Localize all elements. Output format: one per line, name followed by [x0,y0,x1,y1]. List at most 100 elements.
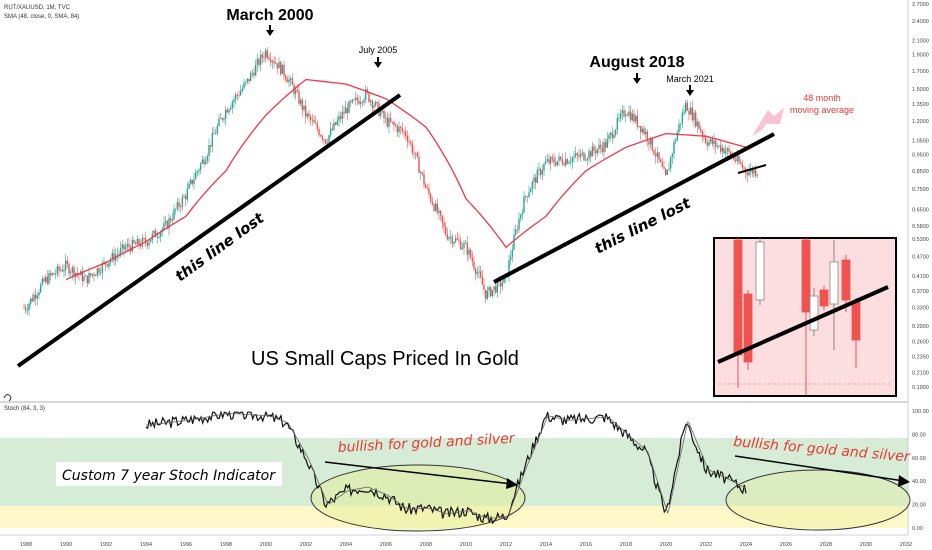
candle-body [188,183,190,189]
candle-body [608,135,610,139]
candle-body [379,112,382,116]
candle-body [134,243,137,245]
candle-body [523,196,525,213]
candle-body [366,89,369,93]
candle-body [591,146,594,157]
candle-body [381,110,384,113]
candle-body [399,126,402,128]
candle-body [431,201,434,205]
candle-body [579,153,582,157]
candle-body [556,160,559,166]
candle-body [393,121,395,125]
inset-candle-body [733,239,743,356]
time-tick-label: 2014 [540,542,552,548]
time-tick-label: 2002 [300,542,312,548]
candle-body [333,122,335,130]
candle-body [518,218,520,230]
candle-body [609,132,612,136]
inset-candle-body [755,241,765,301]
candle-body [331,128,334,130]
candle-body [408,141,410,143]
candle-body [461,247,464,250]
price-tick-label: 1.5000 [912,87,929,93]
candle-body [229,107,232,110]
candle-body [561,159,564,164]
candle-body [221,118,224,120]
candle-body [623,110,625,117]
candle-body [474,268,477,275]
candle-body [483,284,485,290]
down-arrow-icon [686,85,694,96]
candle-body [606,138,609,148]
candle-body [193,179,195,184]
candle-body [131,239,134,252]
candle-body [524,196,527,198]
price-tick-label: 0.5300 [912,237,929,243]
candle-body [224,109,227,119]
candle-body [724,151,727,154]
candle-body [496,280,499,293]
candle-body [704,137,707,143]
candle-body [448,237,450,240]
candle-body [148,242,150,246]
candle-body [479,271,482,278]
candle-body [213,133,215,135]
candle-body [473,261,475,269]
candle-body [68,263,70,274]
candle-body [721,148,724,152]
candle-body [428,188,430,195]
candle-body [313,119,315,123]
candle-body [121,244,124,248]
price-tick-label: 1.2000 [912,119,929,125]
candle-body [73,267,75,277]
candle-body [278,61,280,69]
candle-body [26,310,29,312]
candle-body [531,181,534,189]
price-tick-label: 0.4100 [912,274,929,280]
trendline-1 [16,93,402,368]
candle-body [398,126,400,133]
candle-body [376,102,379,104]
candle-body [719,145,722,152]
price-tick-label: 0.6500 [912,208,929,214]
candle-body [258,59,260,65]
candle-body [563,163,565,166]
candle-body [38,292,40,296]
candle-body [634,115,637,122]
candle-body [389,117,392,122]
candle-body [309,116,312,120]
candle-body [594,150,597,154]
candle-body [628,111,630,116]
candle-body [123,244,125,250]
candle-body [503,277,505,284]
label-august-2018: August 2018 [589,54,684,71]
candle-body [199,163,202,170]
label-ma-1: 48 month [803,93,841,103]
candle-body [24,307,27,311]
candle-body [658,152,660,160]
inset-candle-body [801,239,811,313]
candle-body [593,146,595,151]
candle-body [638,125,640,127]
candle-body [751,168,754,174]
candle-body [529,188,532,193]
candle-body [81,271,84,281]
candle-body [643,128,645,134]
inset-candle-body [841,259,851,301]
stoch-ellipse-right [725,469,911,531]
candle-body [661,162,664,167]
candle-body [356,97,359,101]
candle-body [441,215,444,223]
candle-body [23,307,25,309]
candle-body [396,126,399,133]
candle-body [253,72,255,76]
candle-body [521,212,524,215]
candle-body [508,260,510,277]
price-tick-label: 0.2600 [912,340,929,346]
candle-body [534,177,537,183]
candle-body [321,136,324,140]
time-tick-label: 2018 [620,542,632,548]
candle-body [214,133,217,135]
candlestick-series [23,47,759,317]
